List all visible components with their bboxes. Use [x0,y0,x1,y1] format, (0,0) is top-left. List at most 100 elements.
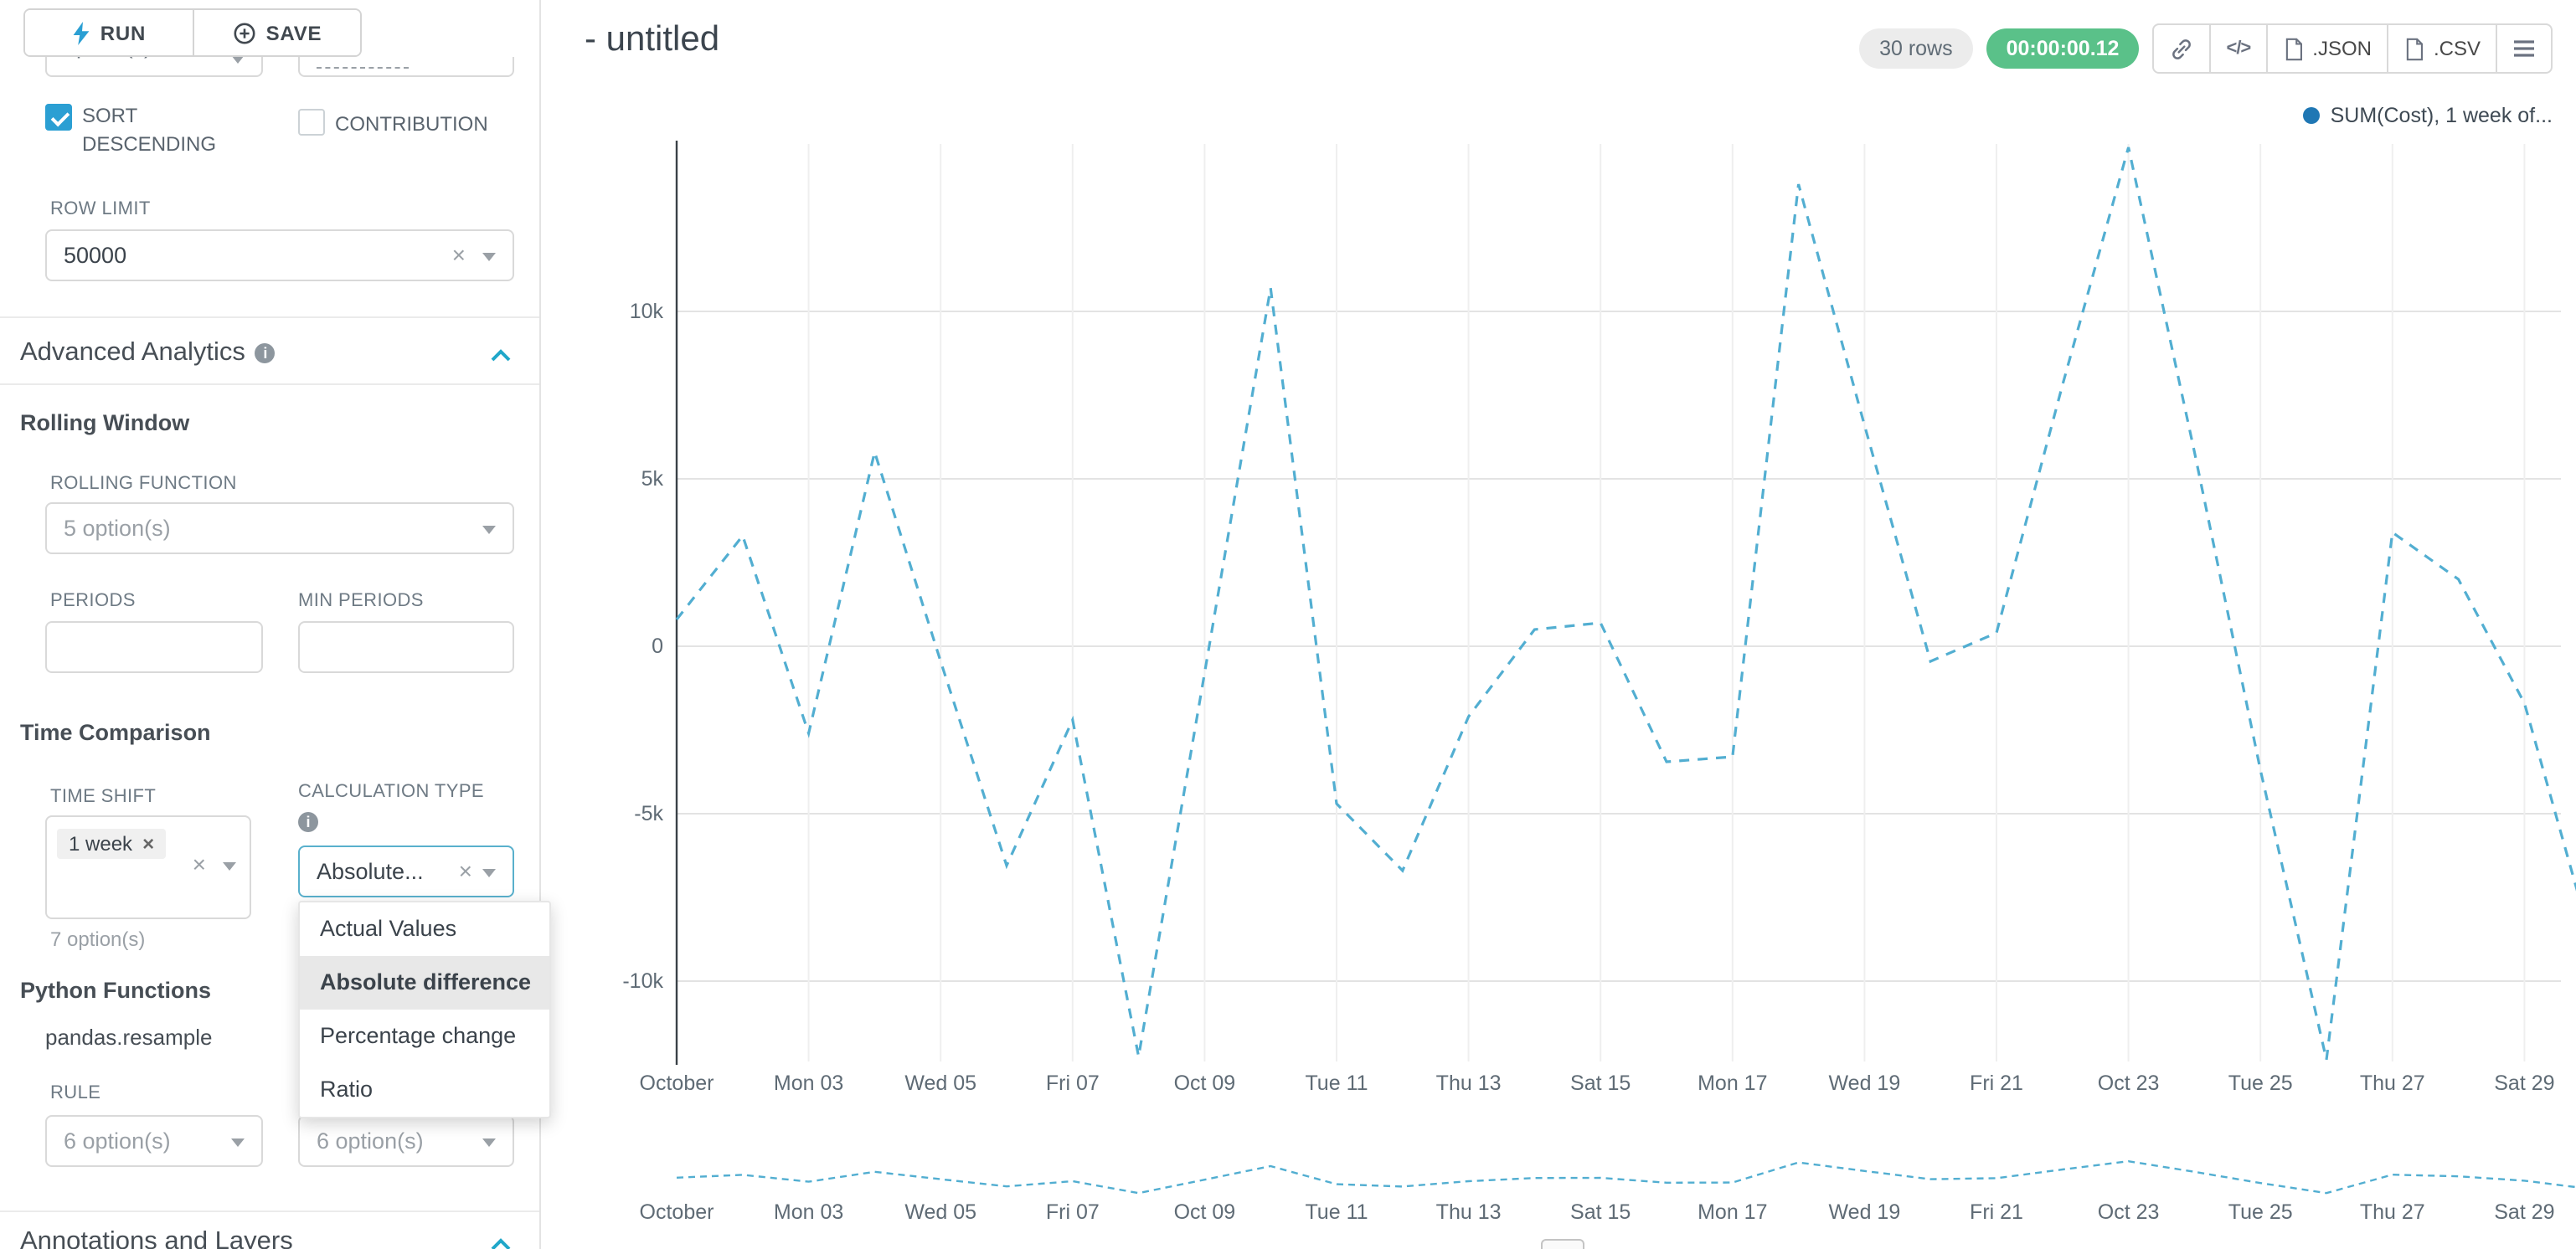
info-icon: i [298,812,318,832]
rolling-function-select[interactable]: 5 option(s) [45,502,514,554]
svg-text:Fri 21: Fri 21 [1970,1200,2023,1224]
chevron-down-icon [482,526,496,534]
dropdown-option[interactable]: Percentage change [320,1023,517,1048]
export-button-group: </> .JSON .CSV [2152,23,2553,74]
save-button[interactable]: SAVE [193,10,360,55]
rule-placeholder: 6 option(s) [64,1128,171,1154]
run-save-bar: RUN SAVE [0,0,539,57]
function-name: pandas.resample [45,1025,213,1050]
time-shift-select[interactable]: 1 week × × [45,815,251,919]
file-icon [2285,37,2302,60]
annotations-title: Annotations and Layers [20,1227,293,1249]
rolling-function-label: ROLLING FUNCTION [50,474,237,494]
sort-descending-label: SORT DESCENDING [82,104,217,156]
method-placeholder: 6 option(s) [317,1128,424,1154]
calculation-type-select[interactable]: Absolute... × [298,846,514,897]
svg-text:10k: 10k [630,300,664,323]
svg-text:Mon 03: Mon 03 [774,1200,843,1224]
export-csv-label: .CSV [2433,37,2481,60]
export-json-label: .JSON [2312,37,2372,60]
svg-text:0: 0 [652,635,663,658]
rows-badge: 30 rows [1859,28,1973,69]
chart-menu-button[interactable] [2496,23,2553,74]
code-icon: </> [2226,39,2251,59]
chevron-down-icon [482,1138,496,1147]
dashed-placeholder [317,66,409,68]
python-functions-title: Python Functions [20,978,211,1003]
plus-circle-icon [234,22,255,44]
clear-icon[interactable]: × [458,857,472,884]
svg-text:-10k: -10k [622,969,663,993]
rule-select[interactable]: 6 option(s) [45,1115,263,1167]
periods-input[interactable] [45,621,263,673]
svg-text:Fri 07: Fri 07 [1046,1072,1100,1095]
legend-series-label: SUM(Cost), 1 week of... [2330,104,2553,127]
timeseries-chart[interactable]: 10k 5k 0 -5k -10k October Mon 03 Wed 05 Fri 07 Oc… [541,97,2576,1112]
svg-text:Tue 11: Tue 11 [1305,1200,1368,1224]
svg-text:Mon 03: Mon 03 [774,1072,843,1095]
svg-text:Wed 05: Wed 05 [904,1072,976,1095]
min-periods-label: MIN PERIODS [298,591,424,611]
svg-text:Sat 29: Sat 29 [2494,1200,2554,1224]
link-icon [2172,39,2192,59]
resize-grip[interactable] [1541,1239,1584,1249]
svg-text:Tue 11: Tue 11 [1305,1072,1368,1095]
timeseries-mini-chart[interactable]: October Mon 03 Wed 05 Fri 07 Oct 09 Tue 11 Thu… [541,1112,2576,1249]
calculation-type-dropdown: Actual Values Absolute difference Percenta… [298,901,551,1118]
export-json-button[interactable]: .JSON [2265,23,2388,74]
control-panel: option(s) RUN SAVE [0,0,551,1249]
periods-label: PERIODS [50,591,136,611]
run-button[interactable]: RUN [25,10,193,55]
time-shift-options-note: 7 option(s) [50,928,146,951]
dropdown-option[interactable]: Actual Values [320,916,457,941]
annotations-header[interactable]: Annotations and Layers [20,1227,293,1249]
dropdown-option[interactable]: Absolute difference [300,956,549,1010]
svg-text:Tue 25: Tue 25 [2228,1072,2293,1095]
chart-panel: - untitled 30 rows 00:00:00.12 </> .JSON [541,0,2576,1249]
divider [0,316,539,318]
svg-text:Wed 19: Wed 19 [1829,1072,1901,1095]
rolling-window-title: Rolling Window [20,410,190,435]
svg-text:Sat 29: Sat 29 [2494,1072,2554,1095]
chip-remove-icon[interactable]: × [142,832,155,856]
contribution-checkbox[interactable] [298,109,325,136]
advanced-analytics-header[interactable]: Advanced Analytics i [20,338,276,368]
svg-text:October: October [640,1072,714,1095]
clear-icon[interactable]: × [192,851,206,877]
row-limit-select[interactable]: 50000 × [45,229,514,281]
dropdown-option[interactable]: Ratio [320,1077,374,1102]
save-button-label: SAVE [265,21,322,44]
chevron-up-icon[interactable] [489,348,513,363]
time-shift-chip-label: 1 week [69,832,133,856]
time-shift-label: TIME SHIFT [50,787,157,807]
chevron-down-icon [223,862,236,871]
chevron-up-icon[interactable] [489,1237,513,1249]
svg-text:Sat 15: Sat 15 [1570,1200,1631,1224]
rolling-function-placeholder: 5 option(s) [64,516,171,541]
chevron-down-icon [231,55,245,64]
svg-text:Fri 07: Fri 07 [1046,1200,1100,1224]
method-select[interactable]: 6 option(s) [298,1115,514,1167]
sort-descending-checkbox[interactable] [45,104,72,131]
row-limit-label: ROW LIMIT [50,199,151,219]
contribution-label: CONTRIBUTION [335,112,488,136]
hamburger-icon [2514,40,2534,57]
svg-text:Oct 09: Oct 09 [1174,1072,1236,1095]
legend-series-dot [2303,107,2321,124]
time-shift-chip[interactable]: 1 week × [57,829,167,859]
svg-text:Oct 23: Oct 23 [2098,1200,2160,1224]
chart-legend[interactable]: SUM(Cost), 1 week of... [2303,104,2553,127]
divider [0,1210,539,1212]
calculation-type-value: Absolute... [317,859,424,884]
share-link-button[interactable] [2152,23,2212,74]
export-csv-button[interactable]: .CSV [2386,23,2497,74]
chevron-down-icon [482,253,496,261]
chevron-down-icon [482,869,496,877]
clear-icon[interactable]: × [451,241,466,268]
view-query-button[interactable]: </> [2209,23,2268,74]
svg-text:Thu 27: Thu 27 [2360,1200,2425,1224]
min-periods-input[interactable] [298,621,514,673]
svg-text:Mon 17: Mon 17 [1698,1200,1767,1224]
svg-text:Thu 13: Thu 13 [1436,1200,1502,1224]
